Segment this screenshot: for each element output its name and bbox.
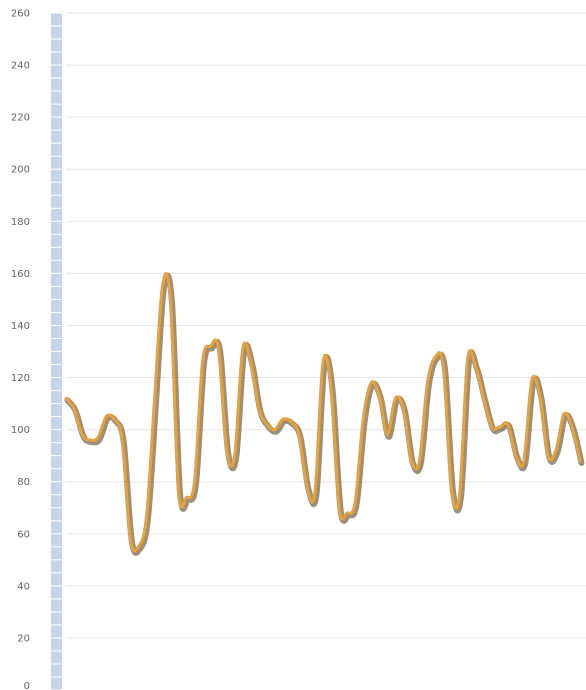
data-point [362,418,365,421]
data-point [418,459,421,462]
data-point [217,347,220,350]
data-point [378,394,381,397]
data-point [169,298,172,301]
data-point [305,485,308,488]
data-point [145,517,148,520]
y-tick-label: 160 [11,269,30,280]
data-point [322,360,324,363]
data-point [73,407,75,410]
data-point [506,423,509,426]
series [64,272,585,556]
data-point [466,358,469,361]
data-point [514,454,517,457]
data-point [281,418,284,421]
y-tick-label: 40 [17,581,30,592]
data-point [498,426,501,428]
data-point [233,454,236,457]
data-point [113,418,116,421]
y-tick-label: 80 [17,477,30,488]
data-point [571,426,573,428]
data-point [225,449,228,452]
y-tick-label: 100 [11,425,30,436]
data-point [386,433,389,436]
data-point [129,538,132,540]
data-point [314,491,316,494]
data-point [410,459,413,462]
y-tick-label: 120 [11,373,30,384]
data-point [289,420,292,423]
data-point [554,449,557,452]
data-point [330,387,332,389]
y-tick-label: 180 [11,217,30,228]
data-point [394,397,397,400]
data-point [354,501,357,504]
data-point [346,511,349,514]
data-point [458,493,461,496]
data-point [530,379,533,382]
y-tick-label: 200 [11,165,30,176]
data-point [193,480,196,483]
data-point [201,360,204,363]
data-point [482,397,485,400]
data-point [297,433,300,436]
data-point [490,426,493,428]
series-line-shadow [64,272,585,556]
data-point [546,454,549,457]
data-point [538,394,541,397]
y-tick-label: 260 [11,9,30,20]
data-point [434,355,437,358]
data-point [161,285,164,288]
data-point [81,433,84,436]
y-axis [51,12,62,690]
data-point [185,496,188,499]
y-tick-label: 0 [24,681,30,690]
data-point [273,428,276,431]
data-point [562,413,565,415]
data-point [450,488,453,491]
y-tick-labels: 0 20 40 60 80 100 120 140 160 180 200 220 240 260 [11,9,30,690]
data-point [105,415,108,418]
data-point [522,459,525,462]
data-point [426,381,429,384]
series-line [64,272,582,553]
data-point [579,459,581,462]
data-point [257,407,260,410]
data-point [249,360,252,363]
y-tick-label: 220 [11,113,30,124]
data-point [338,506,341,509]
data-point [209,345,212,348]
data-point [89,439,92,441]
data-point [177,488,180,491]
data-point [137,545,140,548]
data-point [121,439,124,441]
data-point [241,347,244,350]
data-point [265,423,268,426]
y-tick-label: 20 [17,633,30,644]
data-point [474,366,477,369]
data-point [65,397,67,400]
y-tick-label: 140 [11,321,30,332]
y-tick-label: 60 [17,529,30,540]
data-point [442,366,445,369]
y-tick-label: 240 [11,61,30,72]
data-point [402,407,405,410]
data-point [97,436,100,439]
data-point [370,381,373,384]
data-point [153,402,156,405]
